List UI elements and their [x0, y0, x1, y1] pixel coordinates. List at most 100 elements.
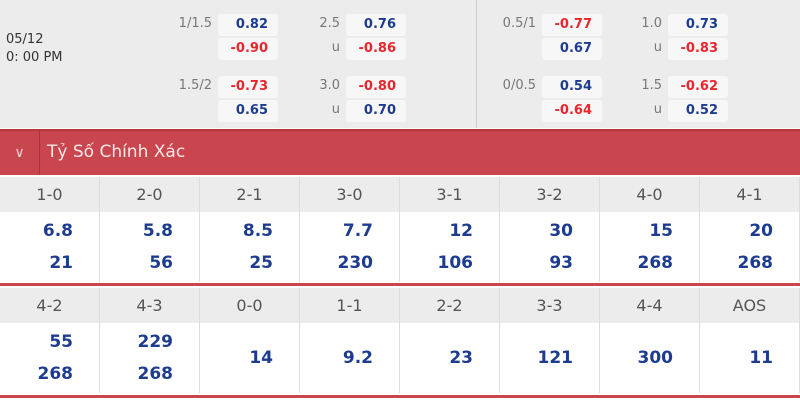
handicap-line: 0/0.5: [502, 78, 536, 93]
score-cell: 3-2 30 93: [500, 177, 600, 282]
score-odds[interactable]: 5.8 56: [100, 212, 199, 282]
score-odds[interactable]: 121: [500, 323, 599, 393]
handicap-away-odds[interactable]: 0.65: [218, 100, 278, 122]
score-cell: 2-0 5.8 56: [100, 177, 200, 282]
score-odds-value[interactable]: 268: [137, 364, 174, 384]
row-divider: [0, 283, 800, 286]
score-label: 4-0: [600, 177, 699, 212]
match-date: 05/12: [6, 32, 44, 47]
score-odds-value[interactable]: 268: [737, 253, 774, 273]
score-cell: 2-1 8.5 25: [200, 177, 300, 282]
score-odds-value[interactable]: 229: [137, 332, 174, 352]
score-odds[interactable]: 11: [700, 323, 799, 393]
score-label: 1-1: [300, 288, 399, 323]
score-cell: 3-1 12 106: [400, 177, 500, 282]
score-odds-value[interactable]: 106: [437, 253, 474, 273]
score-odds-value[interactable]: 55: [49, 332, 73, 352]
score-label: 3-1: [400, 177, 499, 212]
score-odds[interactable]: 229 268: [100, 323, 199, 393]
handicap-home-odds[interactable]: -0.77: [542, 14, 602, 36]
score-odds[interactable]: 23: [400, 323, 499, 393]
score-label: 3-3: [500, 288, 599, 323]
under-odds[interactable]: -0.86: [346, 38, 406, 60]
score-odds[interactable]: 7.7 230: [300, 212, 399, 282]
score-cell: 3-3 121: [500, 288, 600, 393]
handicap-away-odds[interactable]: 0.67: [542, 38, 602, 60]
over-odds[interactable]: 0.73: [668, 14, 728, 36]
score-cell: 4-3 229 268: [100, 288, 200, 393]
score-odds-value[interactable]: 93: [549, 253, 573, 273]
score-label: 0-0: [200, 288, 299, 323]
score-label: 3-0: [300, 177, 399, 212]
chevron-down-icon[interactable]: ∨: [0, 131, 40, 175]
score-cell: 4-2 55 268: [0, 288, 100, 393]
score-odds[interactable]: 30 93: [500, 212, 599, 282]
score-label: 2-0: [100, 177, 199, 212]
score-odds-value[interactable]: 15: [649, 221, 673, 241]
score-odds-value[interactable]: 268: [637, 253, 674, 273]
score-odds[interactable]: 15 268: [600, 212, 699, 282]
over-odds[interactable]: -0.80: [346, 76, 406, 98]
score-odds-value[interactable]: 12: [449, 221, 473, 241]
over-under-line: 1.0: [641, 16, 662, 31]
score-cell: 4-1 20 268: [700, 177, 800, 282]
over-under-line: 1.5: [641, 78, 662, 93]
score-odds-value[interactable]: 21: [49, 253, 73, 273]
section-header-correct-score[interactable]: ∨ Tỷ Số Chính Xác: [0, 129, 800, 175]
score-cell: 4-0 15 268: [600, 177, 700, 282]
score-odds-value[interactable]: 25: [249, 253, 273, 273]
score-odds-value[interactable]: 23: [449, 348, 473, 368]
score-odds-value[interactable]: 300: [637, 348, 674, 368]
divider: [476, 0, 477, 128]
handicap-line: 1.5/2: [178, 78, 212, 93]
under-odds[interactable]: 0.52: [668, 100, 728, 122]
score-odds[interactable]: 8.5 25: [200, 212, 299, 282]
score-cell: 4-4 300: [600, 288, 700, 393]
score-odds[interactable]: 14: [200, 323, 299, 393]
score-odds-value[interactable]: 5.8: [142, 221, 173, 241]
score-odds-value[interactable]: 20: [749, 221, 773, 241]
handicap-home-odds[interactable]: -0.73: [218, 76, 278, 98]
score-label: 4-2: [0, 288, 99, 323]
score-cell: 3-0 7.7 230: [300, 177, 400, 282]
score-label: 2-1: [200, 177, 299, 212]
score-label: 2-2: [400, 288, 499, 323]
handicap-away-odds[interactable]: -0.64: [542, 100, 602, 122]
score-label: 3-2: [500, 177, 599, 212]
score-odds[interactable]: 9.2: [300, 323, 399, 393]
score-odds-value[interactable]: 56: [149, 253, 173, 273]
handicap-away-odds[interactable]: -0.90: [218, 38, 278, 60]
score-odds-value[interactable]: 9.2: [342, 348, 373, 368]
odds-panel: 05/12 0: 00 PM 1/1.5 0.82 -0.90 2.5 u 0.…: [0, 0, 800, 128]
over-under-line: 2.5: [319, 16, 340, 31]
under-label: u: [331, 102, 340, 117]
score-odds[interactable]: 55 268: [0, 323, 99, 393]
match-time: 0: 00 PM: [6, 50, 63, 65]
score-odds[interactable]: 20 268: [700, 212, 799, 282]
score-row-1: 1-0 6.8 21 2-0 5.8 56 2-1 8.5 25 3-0 7.7: [0, 177, 800, 282]
score-odds-value[interactable]: 7.7: [342, 221, 373, 241]
score-odds-value[interactable]: 30: [549, 221, 573, 241]
over-under-line: 3.0: [319, 78, 340, 93]
score-odds-value[interactable]: 14: [249, 348, 273, 368]
score-odds-value[interactable]: 230: [337, 253, 374, 273]
score-odds-value[interactable]: 11: [749, 348, 773, 368]
score-odds[interactable]: 12 106: [400, 212, 499, 282]
score-odds[interactable]: 6.8 21: [0, 212, 99, 282]
score-odds[interactable]: 300: [600, 323, 699, 393]
over-odds[interactable]: 0.76: [346, 14, 406, 36]
score-odds-value[interactable]: 121: [537, 348, 574, 368]
score-odds-value[interactable]: 6.8: [42, 221, 73, 241]
under-odds[interactable]: -0.83: [668, 38, 728, 60]
handicap-home-odds[interactable]: 0.82: [218, 14, 278, 36]
score-cell: 1-1 9.2: [300, 288, 400, 393]
score-cell: 0-0 14: [200, 288, 300, 393]
under-odds[interactable]: 0.70: [346, 100, 406, 122]
score-cell: 1-0 6.8 21: [0, 177, 100, 282]
handicap-home-odds[interactable]: 0.54: [542, 76, 602, 98]
score-odds-value[interactable]: 268: [37, 364, 74, 384]
score-label: 4-3: [100, 288, 199, 323]
under-label: u: [331, 40, 340, 55]
over-odds[interactable]: -0.62: [668, 76, 728, 98]
score-odds-value[interactable]: 8.5: [242, 221, 273, 241]
